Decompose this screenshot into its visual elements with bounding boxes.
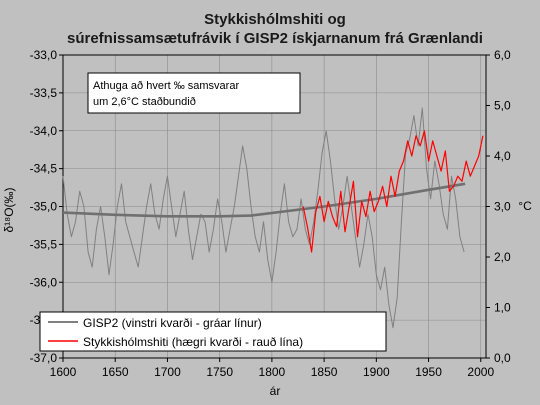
left-y-tick-label: -36,0	[30, 275, 58, 289]
x-axis-label: ár	[270, 384, 281, 398]
x-axis: 1600 1650 1700 1750 1800 1850 1900 1950 2000	[50, 358, 494, 379]
left-y-tick-label: -35,5	[30, 237, 58, 251]
right-y-axis-label: °C	[518, 199, 532, 213]
x-tick-label: 1900	[363, 365, 390, 379]
x-tick-label: 1600	[50, 365, 77, 379]
annotation-line1: Athuga að hvert ‰ samsvarar	[93, 80, 239, 92]
right-y-tick-label: 2,0	[494, 250, 511, 264]
left-y-tick-label: -35,0	[30, 200, 58, 214]
stykkisholmur-temperature-line	[302, 130, 484, 253]
x-tick-label: 1950	[415, 365, 442, 379]
series-group	[62, 107, 484, 329]
right-y-tick-label: 3,0	[494, 200, 511, 214]
x-tick-label: 1850	[311, 365, 338, 379]
gisp2-trend-line	[62, 182, 466, 218]
right-y-tick-label: 0,0	[494, 351, 511, 365]
right-y-tick-label: 6,0	[494, 48, 511, 62]
legend-label-gisp2: GISP2 (vinstri kvarði - gráar línur)	[83, 316, 262, 330]
annotation-box: Athuga að hvert ‰ samsvarar um 2,6°C sta…	[87, 72, 301, 114]
gisp2-line	[62, 107, 465, 329]
left-y-tick-label: -34,0	[30, 124, 58, 138]
x-tick-label: 1750	[206, 365, 233, 379]
left-y-tick-label: -33,5	[30, 86, 58, 100]
chart-title-line1: Stykkishólmshiti og	[204, 11, 346, 28]
left-y-axis-label: δ¹⁸O(‰)	[2, 187, 16, 232]
right-y-tick-label: 4,0	[494, 149, 511, 163]
x-tick-label: 2000	[467, 365, 494, 379]
right-y-tick-label: 1,0	[494, 301, 511, 315]
legend: GISP2 (vinstri kvarði - gráar línur) Sty…	[39, 311, 387, 352]
right-y-tick-label: 5,0	[494, 99, 511, 113]
right-y-axis: 6,0 5,0 4,0 3,0 2,0 1,0 0,0	[486, 48, 511, 365]
x-tick-label: 1650	[102, 365, 129, 379]
left-y-tick-label: -37,0	[30, 351, 58, 365]
chart-title-line2: súrefnissamsætufrávik í GISP2 ískjarnanu…	[67, 30, 483, 47]
annotation-line2: um 2,6°C staðbundið	[93, 96, 196, 108]
left-y-tick-label: -34,5	[30, 162, 58, 176]
legend-label-stykkisholmur: Stykkishólmshiti (hægri kvarði - rauð lí…	[83, 335, 303, 349]
left-y-tick-label: -33,0	[30, 48, 58, 62]
x-tick-label: 1800	[259, 365, 286, 379]
x-tick-label: 1700	[154, 365, 181, 379]
